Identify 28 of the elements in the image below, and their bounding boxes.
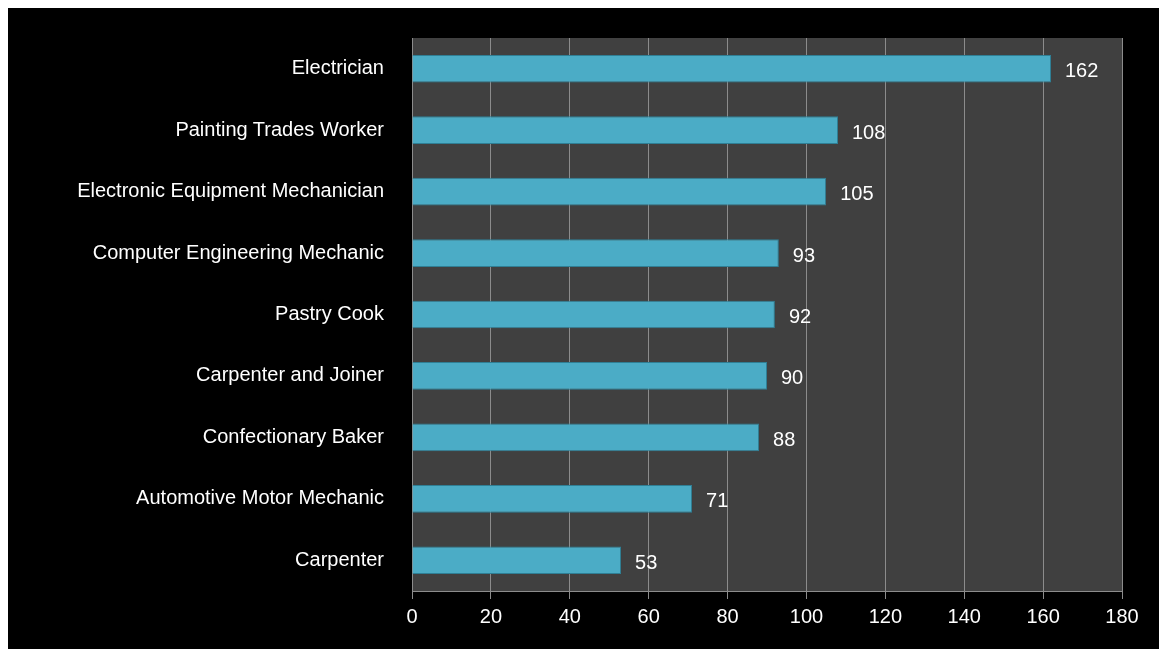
x-tick-label: 140 xyxy=(947,604,981,627)
y-tick-label: Carpenter xyxy=(295,547,385,570)
y-tick-label: Electronic Equipment Mechanician xyxy=(77,179,384,202)
data-label: 53 xyxy=(635,550,658,573)
y-tick-label: Electrician xyxy=(291,56,384,79)
data-label: 93 xyxy=(792,243,816,266)
x-tick-label: 0 xyxy=(406,604,418,627)
data-label: 105 xyxy=(840,182,874,205)
x-tick-label: 20 xyxy=(479,604,503,627)
y-tick-label: Painting Trades Worker xyxy=(175,117,385,140)
x-tick-label: 80 xyxy=(716,604,739,627)
x-tick-label: 60 xyxy=(637,604,660,627)
data-label: 90 xyxy=(781,366,804,389)
data-label: 71 xyxy=(706,489,729,512)
data-label: 162 xyxy=(1065,59,1099,82)
x-tick-label: 180 xyxy=(1105,604,1139,627)
y-tick-label: Computer Engineering Mechanic xyxy=(92,240,384,263)
data-label: 92 xyxy=(788,305,812,328)
x-tick-label: 160 xyxy=(1026,604,1060,627)
x-tick-label: 40 xyxy=(558,604,581,627)
x-tick-label: 120 xyxy=(868,604,903,627)
y-tick-label: Confectionary Baker xyxy=(202,424,385,447)
data-label: 108 xyxy=(852,120,886,143)
data-label: 88 xyxy=(773,427,796,450)
x-tick-label: 100 xyxy=(789,604,824,627)
y-tick-label: Automotive Motor Mechanic xyxy=(136,486,384,509)
y-tick-label: Pastry Cook xyxy=(275,302,385,325)
y-tick-label: Carpenter and Joiner xyxy=(196,363,385,386)
